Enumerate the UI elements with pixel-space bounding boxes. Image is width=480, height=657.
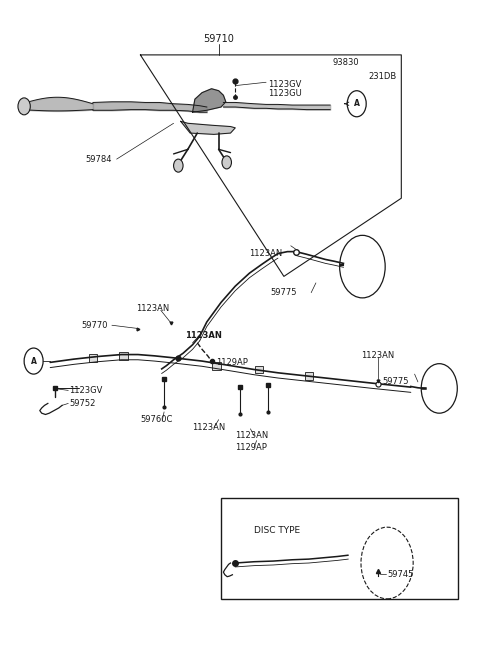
Text: 59775: 59775 bbox=[271, 288, 297, 297]
Bar bbox=[255, 366, 263, 373]
Text: 1123AN: 1123AN bbox=[185, 330, 222, 340]
Text: 1123AN: 1123AN bbox=[361, 351, 394, 360]
Text: 59775: 59775 bbox=[383, 377, 409, 386]
Polygon shape bbox=[192, 89, 226, 112]
Circle shape bbox=[18, 98, 30, 115]
Text: 1123AN: 1123AN bbox=[250, 249, 283, 258]
Text: 59784: 59784 bbox=[86, 154, 112, 164]
Text: 1123AN: 1123AN bbox=[192, 423, 226, 432]
Bar bbox=[212, 362, 220, 369]
Text: 1123GU: 1123GU bbox=[268, 89, 302, 99]
Bar bbox=[304, 372, 313, 380]
Circle shape bbox=[174, 159, 183, 172]
Text: 1129AP: 1129AP bbox=[235, 443, 267, 451]
Text: 59760C: 59760C bbox=[140, 415, 173, 424]
Bar bbox=[89, 354, 97, 362]
Text: A: A bbox=[31, 357, 36, 365]
Polygon shape bbox=[180, 122, 235, 135]
Text: 59745: 59745 bbox=[387, 570, 413, 579]
Text: 59710: 59710 bbox=[203, 34, 234, 43]
Text: 1123AN: 1123AN bbox=[235, 432, 268, 440]
Text: 1123AN: 1123AN bbox=[136, 304, 169, 313]
Bar bbox=[120, 352, 128, 360]
Text: 59770: 59770 bbox=[81, 321, 108, 330]
Bar bbox=[221, 498, 458, 599]
Text: 1123GV: 1123GV bbox=[69, 386, 103, 395]
Text: 59752: 59752 bbox=[69, 399, 96, 408]
Text: 231DB: 231DB bbox=[368, 72, 396, 81]
Text: A: A bbox=[354, 99, 360, 108]
Text: DISC TYPE: DISC TYPE bbox=[254, 526, 300, 535]
Text: 1123GV: 1123GV bbox=[268, 79, 302, 89]
Text: 1129AP: 1129AP bbox=[216, 358, 248, 367]
Text: 93830: 93830 bbox=[333, 58, 359, 67]
Circle shape bbox=[222, 156, 231, 169]
